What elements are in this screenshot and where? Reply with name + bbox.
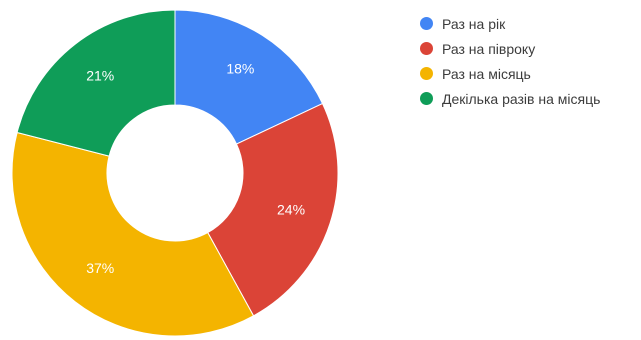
legend-label: Раз на півроку: [442, 40, 536, 57]
legend-label: Раз на рік: [442, 15, 506, 32]
slices-group: [11, 9, 339, 337]
legend-label: Декілька разів на місяць: [442, 90, 601, 107]
legend-swatch-icon: [420, 67, 433, 80]
slice-raz-na-misyats: [11, 131, 255, 337]
legend-item-dekilka-raziv-na-misyats: Декілька разів на місяць: [420, 86, 600, 111]
slice-raz-na-rik: [174, 9, 324, 145]
slice-labels-group: 18% 24% 37% 21%: [86, 61, 305, 276]
legend-swatch-icon: [420, 42, 433, 55]
slice-label-raz-na-pivroku: 24%: [277, 201, 305, 217]
legend-item-raz-na-rik: Раз на рік: [420, 11, 600, 36]
legend-swatch-icon: [420, 92, 433, 105]
legend-item-raz-na-misyats: Раз на місяць: [420, 61, 600, 86]
legend-swatch-icon: [420, 17, 433, 30]
slice-raz-na-pivroku: [207, 102, 339, 317]
slice-label-raz-na-rik: 18%: [226, 61, 254, 77]
slice-label-dekilka-raziv-na-misyats: 21%: [86, 67, 114, 83]
legend-label: Раз на місяць: [442, 65, 531, 82]
legend-item-raz-na-pivroku: Раз на півроку: [420, 36, 600, 61]
slice-dekilka-raziv-na-misyats: [16, 9, 176, 157]
legend: Раз на рік Раз на півроку Раз на місяць …: [420, 11, 600, 111]
slice-label-raz-na-misyats: 37%: [86, 260, 114, 276]
